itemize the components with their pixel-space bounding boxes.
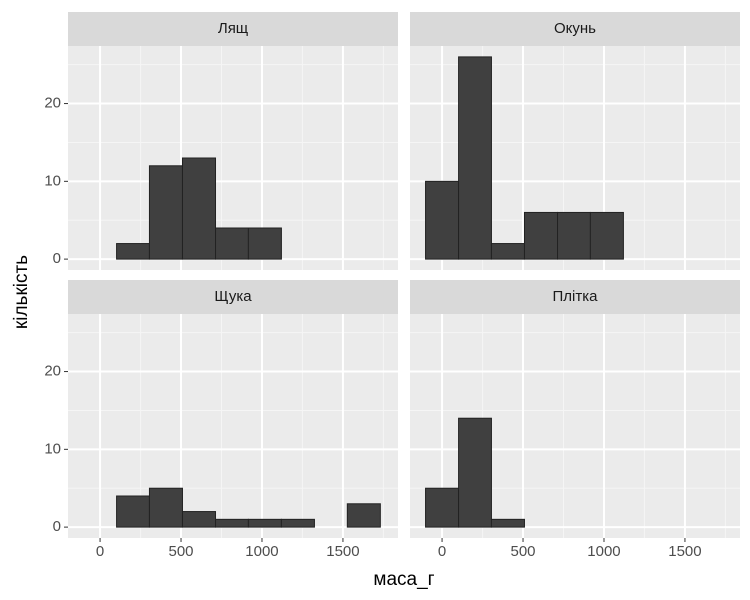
histogram-bar — [589, 211, 624, 260]
histogram-bar — [346, 503, 381, 528]
x-axis-title: маса_г — [373, 569, 434, 590]
x-tick-label: 1500 — [668, 543, 701, 560]
facet-title: Плітка — [553, 288, 599, 305]
histogram-bar — [116, 243, 150, 260]
histogram-bar — [458, 417, 492, 528]
facet-title: Щука — [214, 288, 252, 305]
x-tick-label: 1000 — [245, 543, 278, 560]
histogram-bar — [247, 227, 282, 260]
y-tick-label: 0 — [53, 250, 61, 267]
facet-title: Лящ — [218, 20, 248, 37]
histogram-bar — [425, 180, 460, 260]
x-tick-label: 500 — [169, 543, 194, 560]
facet-title: Окунь — [554, 20, 596, 37]
histogram-bar — [557, 211, 591, 260]
histogram-bar — [490, 243, 525, 260]
y-tick-label: 10 — [44, 440, 61, 457]
strip — [68, 12, 398, 46]
x-tick-label: 0 — [96, 543, 104, 560]
strip — [410, 280, 740, 314]
histogram-bar — [148, 487, 183, 528]
histogram-bar — [215, 227, 249, 260]
y-tick-label: 20 — [44, 363, 61, 380]
strip — [68, 280, 398, 314]
x-tick-label: 0 — [438, 543, 446, 560]
histogram-bar — [247, 518, 282, 528]
histogram-bar — [116, 495, 150, 528]
histogram-bar — [458, 56, 492, 260]
histogram-bar — [148, 165, 183, 260]
histogram-bar — [425, 487, 460, 528]
x-tick-label: 500 — [511, 543, 536, 560]
y-tick-label: 0 — [53, 518, 61, 535]
strip — [410, 12, 740, 46]
y-tick-label: 20 — [44, 95, 61, 112]
histogram-bar — [490, 518, 525, 528]
x-tick-label: 1000 — [587, 543, 620, 560]
histogram-bar — [215, 518, 249, 528]
x-tick-label: 1500 — [326, 543, 359, 560]
histogram-bar — [523, 211, 559, 260]
histogram-bar — [280, 518, 315, 528]
histogram-bar — [181, 511, 217, 528]
y-axis-title: кількість — [11, 255, 32, 329]
histogram-bar — [181, 157, 217, 260]
y-tick-label: 10 — [44, 172, 61, 189]
